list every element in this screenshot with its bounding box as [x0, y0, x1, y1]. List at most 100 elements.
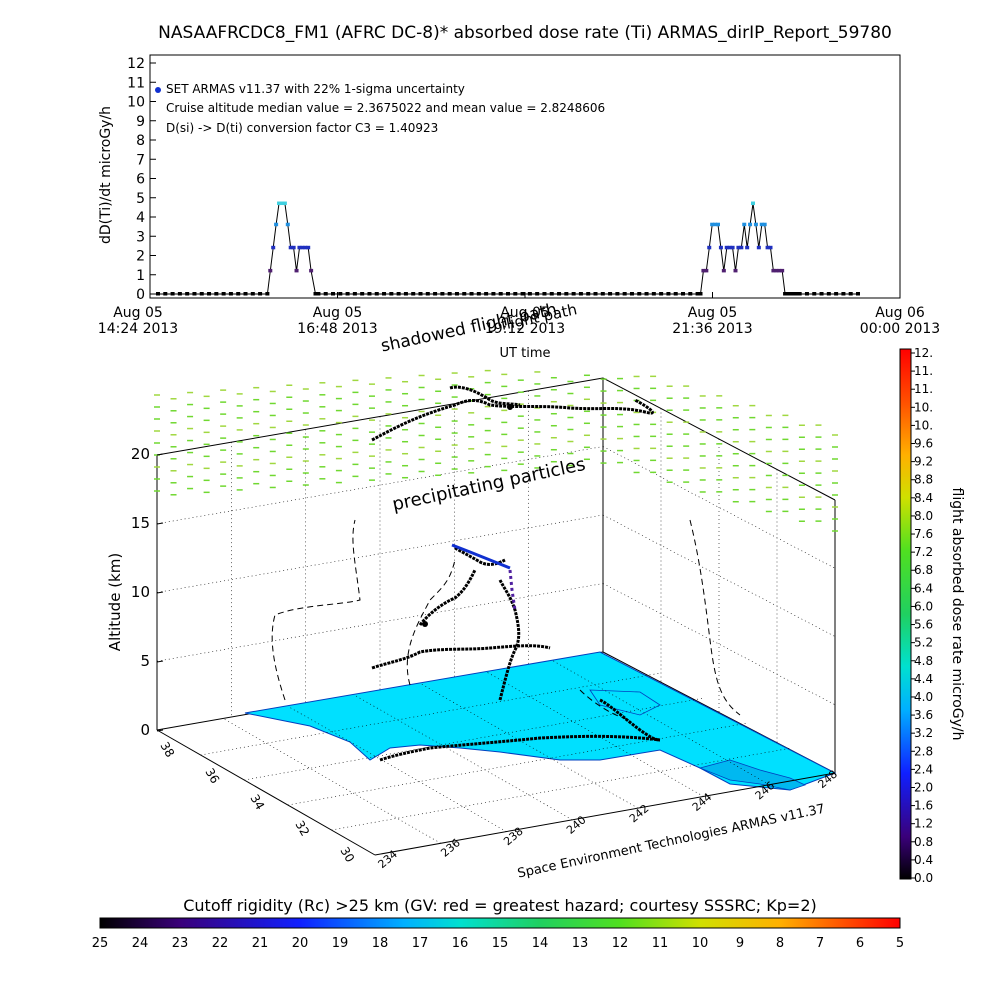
series-point — [629, 292, 634, 296]
y-tick-label: 3 — [136, 229, 145, 245]
series-point — [571, 292, 576, 296]
dose-colorbar-gradient — [899, 348, 912, 880]
series-point — [236, 292, 241, 296]
series-point — [491, 292, 496, 296]
terrain-contour — [589, 689, 661, 716]
series-point — [268, 268, 273, 273]
series-point — [338, 292, 343, 296]
series-point — [564, 292, 569, 296]
series-point — [411, 292, 416, 296]
altitude-ticks: 0 5 10 15 20 — [131, 445, 164, 739]
flight-path — [271, 385, 741, 762]
series-point — [300, 245, 305, 250]
lat-tick-label: 34 — [247, 792, 267, 812]
shadow-path-segment — [406, 559, 456, 686]
series-point — [730, 245, 735, 250]
series-point — [389, 292, 394, 296]
series-point — [396, 292, 401, 296]
flight-path-segment — [599, 698, 661, 742]
top-y-axis-label: dD(Ti)/dt microGy/h — [98, 106, 114, 244]
series-point — [313, 292, 318, 296]
altitude-axis-label: Altitude (km) — [106, 553, 124, 651]
series-point — [673, 292, 678, 296]
series-point — [759, 222, 764, 227]
rc-tick-label: 7 — [816, 936, 824, 951]
series-point — [608, 292, 613, 296]
shadow-path-segment — [271, 519, 361, 701]
rc-colorbar-gradient — [99, 917, 901, 929]
series-point — [433, 292, 438, 296]
series-point — [274, 222, 279, 227]
rc-tick-label: 17 — [412, 936, 429, 951]
z-tick-label: 15 — [131, 514, 150, 532]
z-tick-mark — [156, 660, 164, 663]
flight-path-segment — [371, 398, 654, 442]
z-tick-label: 5 — [140, 652, 150, 670]
x-tick-time: 00:00 2013 — [860, 321, 940, 337]
series-point — [753, 222, 758, 227]
series-point — [265, 292, 270, 296]
plot-3d-floor-grid — [156, 659, 836, 856]
rc-tick-label: 25 — [92, 936, 109, 951]
shadow-path-segment — [689, 519, 741, 716]
y-tick-label: 1 — [136, 268, 145, 284]
rc-colorbar-label: Cutoff rigidity (Rc) >25 km (GV: red = g… — [183, 896, 817, 915]
series-point — [294, 268, 299, 273]
series-point — [309, 268, 314, 273]
lat-tick-label: 38 — [157, 740, 177, 760]
series-point — [282, 201, 287, 206]
x-tick-time: 16:48 2013 — [297, 321, 377, 337]
series-point — [826, 292, 831, 296]
series-point — [185, 292, 190, 296]
series-point — [425, 292, 430, 296]
series-point — [279, 201, 284, 206]
flight-path-highdose — [508, 569, 517, 611]
z-tick-mark — [156, 453, 164, 456]
dose-tick-label: 6.4 — [914, 581, 933, 595]
series-point — [651, 292, 656, 296]
precipitating-particles-label: precipitating particles — [390, 454, 587, 515]
dose-tick-label: 2.0 — [914, 780, 933, 794]
y-tick-label: 8 — [136, 133, 145, 149]
series-point — [644, 292, 649, 296]
plot-3d-walls — [156, 377, 836, 774]
z-tick-mark — [156, 591, 164, 594]
series-point — [745, 245, 750, 250]
top-chart-title: NASAAFRCDC8_FM1 (AFRC DC-8)* absorbed do… — [158, 23, 892, 43]
dose-colorbar-ticks: 0.0 0.4 0.8 1.2 1.6 2.0 2.4 2.8 3.2 3.6 4.0 4.4 4.8 5… — [911, 346, 933, 885]
dose-tick-label: 10. — [914, 418, 933, 432]
series-point — [739, 245, 744, 250]
dose-tick-label: 1.6 — [914, 799, 933, 813]
rc-tick-label: 9 — [736, 936, 744, 951]
series-point — [819, 292, 824, 296]
rc-tick-label: 12 — [612, 936, 629, 951]
series-point — [506, 292, 510, 296]
dose-tick-label: 6.0 — [914, 599, 933, 613]
series-point — [250, 292, 255, 296]
series-point — [751, 201, 755, 206]
dose-tick-label: 8.8 — [914, 473, 933, 487]
lat-tick-label: 30 — [337, 845, 357, 865]
series-point — [812, 292, 817, 296]
top-series — [156, 201, 860, 296]
dose-tick-label: 4.8 — [914, 654, 933, 668]
flight-path-point — [507, 404, 513, 410]
series-point — [542, 292, 547, 296]
z-tick-mark — [156, 729, 164, 732]
series-point — [718, 245, 723, 250]
dose-tick-label: 11. — [914, 364, 933, 378]
y-tick-label: 7 — [136, 152, 145, 168]
series-point — [367, 292, 372, 296]
series-point — [331, 292, 335, 296]
lon-tick-label: 244 — [690, 790, 714, 813]
series-point — [707, 245, 712, 250]
series-point — [791, 292, 796, 296]
z-tick-mark — [156, 522, 164, 525]
dose-tick-label: 2.8 — [914, 744, 933, 758]
series-point — [762, 222, 767, 227]
series-point — [701, 268, 706, 273]
